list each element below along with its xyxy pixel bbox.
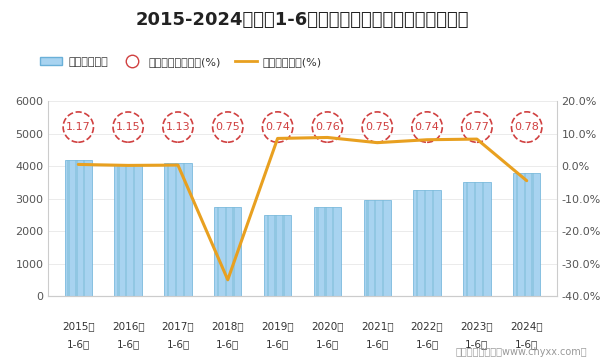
Bar	[232, 206, 235, 296]
Bar	[133, 165, 135, 296]
Text: 0.74: 0.74	[414, 122, 439, 132]
Bar	[474, 182, 476, 296]
Bar	[515, 173, 518, 296]
Text: 1.15: 1.15	[116, 122, 140, 132]
Text: 2019年: 2019年	[261, 321, 294, 331]
Text: 2020年: 2020年	[311, 321, 344, 331]
Bar	[117, 165, 120, 296]
Bar	[413, 191, 441, 296]
Bar	[424, 191, 427, 296]
Text: 0.76: 0.76	[315, 122, 340, 132]
Bar	[324, 206, 327, 296]
Text: 1-6月: 1-6月	[465, 339, 488, 349]
Bar	[264, 215, 291, 296]
Bar	[316, 206, 319, 296]
Text: 1.13: 1.13	[166, 122, 190, 132]
Text: 2022年: 2022年	[411, 321, 443, 331]
Bar	[214, 206, 241, 296]
Bar	[531, 173, 534, 296]
Bar	[482, 182, 484, 296]
Text: 1-6月: 1-6月	[166, 339, 189, 349]
Text: 2015-2024年各年1-6月内蒙古自治区工业企业数统计图: 2015-2024年各年1-6月内蒙古自治区工业企业数统计图	[136, 11, 469, 29]
Bar	[224, 206, 227, 296]
Text: 2023年: 2023年	[460, 321, 493, 331]
Text: 2016年: 2016年	[112, 321, 145, 331]
Bar	[267, 215, 269, 296]
Bar	[75, 160, 77, 296]
Text: 1-6月: 1-6月	[266, 339, 289, 349]
Bar	[125, 165, 127, 296]
Text: 1-6月: 1-6月	[117, 339, 140, 349]
Bar	[183, 163, 185, 296]
Bar	[114, 165, 142, 296]
Bar	[283, 215, 284, 296]
Bar	[175, 163, 177, 296]
Bar	[463, 182, 491, 296]
Bar	[164, 163, 192, 296]
Text: 2021年: 2021年	[361, 321, 393, 331]
Text: 2017年: 2017年	[162, 321, 194, 331]
Bar	[513, 173, 540, 296]
Bar	[432, 191, 434, 296]
Bar	[374, 200, 376, 296]
Text: 1-6月: 1-6月	[216, 339, 240, 349]
Text: 2018年: 2018年	[212, 321, 244, 331]
Bar	[332, 206, 335, 296]
Bar	[275, 215, 277, 296]
Bar	[65, 160, 92, 296]
Text: 制图：智研咨询（www.chyxx.com）: 制图：智研咨询（www.chyxx.com）	[455, 347, 587, 357]
Text: 1.17: 1.17	[66, 122, 91, 132]
Bar	[167, 163, 169, 296]
Bar	[366, 200, 368, 296]
Legend: 企业数（个）, 占全国企业数比重(%), 企业同比增速(%): 企业数（个）, 占全国企业数比重(%), 企业同比增速(%)	[36, 52, 326, 71]
Text: 1-6月: 1-6月	[365, 339, 389, 349]
Text: 1-6月: 1-6月	[416, 339, 439, 349]
Bar	[217, 206, 219, 296]
Bar	[523, 173, 526, 296]
Bar	[364, 200, 391, 296]
Text: 2015年: 2015年	[62, 321, 94, 331]
Text: 0.75: 0.75	[215, 122, 240, 132]
Text: 0.75: 0.75	[365, 122, 390, 132]
Bar	[83, 160, 85, 296]
Text: 2024年: 2024年	[511, 321, 543, 331]
Text: 1-6月: 1-6月	[67, 339, 90, 349]
Text: 1-6月: 1-6月	[515, 339, 538, 349]
Bar	[314, 206, 341, 296]
Bar	[67, 160, 70, 296]
Text: 0.74: 0.74	[265, 122, 290, 132]
Text: 1-6月: 1-6月	[316, 339, 339, 349]
Bar	[466, 182, 468, 296]
Bar	[416, 191, 419, 296]
Bar	[382, 200, 384, 296]
Text: 0.78: 0.78	[514, 122, 539, 132]
Text: 0.77: 0.77	[465, 122, 489, 132]
